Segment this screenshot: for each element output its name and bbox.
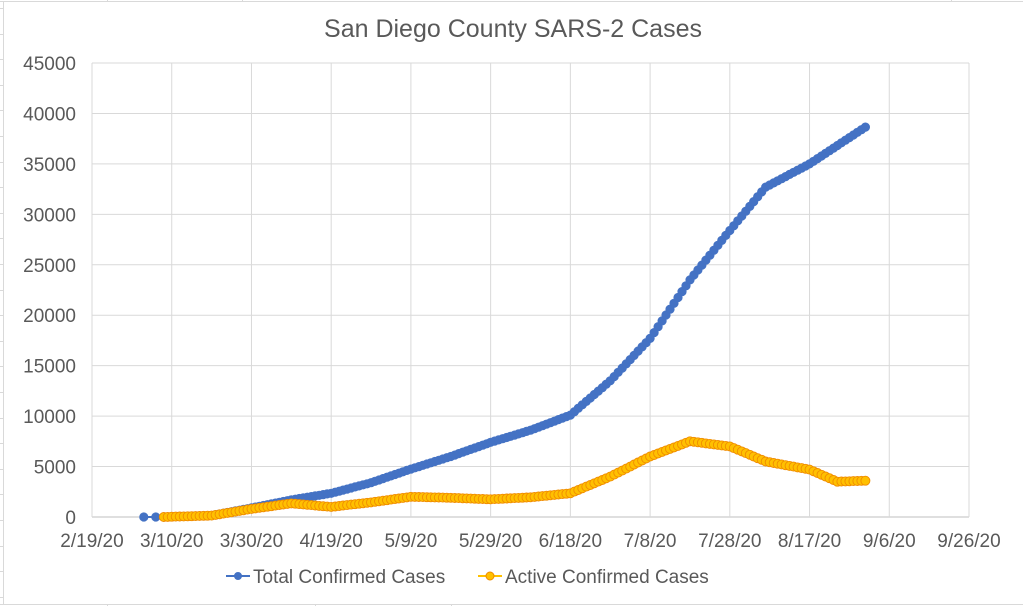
y-tick-label: 25000 (23, 256, 76, 277)
y-axis: 0 5000 10000 15000 20000 25000 30000 35000 40000… (23, 54, 76, 529)
y-tick-label: 30000 (23, 205, 76, 226)
x-tick-label: 3/30/20 (220, 531, 283, 552)
x-tick-label: 3/10/20 (140, 531, 203, 552)
x-tick-label: 5/9/20 (384, 531, 437, 552)
legend: Total Confirmed Cases Active Confirmed C… (226, 567, 709, 588)
y-tick-label: 20000 (23, 306, 76, 327)
x-tick-label: 8/17/20 (778, 531, 841, 552)
legend-item-active[interactable]: Active Confirmed Cases (478, 567, 709, 588)
legend-marker-active (485, 571, 495, 581)
series-active-confirmed-cases (158, 436, 871, 522)
chart-title: San Diego County SARS-2 Cases (324, 15, 702, 43)
data-point (139, 512, 149, 522)
y-tick-label: 15000 (23, 357, 76, 378)
x-tick-label: 2/19/20 (60, 531, 123, 552)
y-tick-label: 0 (65, 508, 76, 529)
y-tick-label: 35000 (23, 155, 76, 176)
x-tick-label: 5/29/20 (459, 531, 522, 552)
legend-label-total: Total Confirmed Cases (253, 567, 445, 588)
x-tick-label: 7/28/20 (698, 531, 761, 552)
data-point (860, 475, 871, 486)
x-tick-label: 9/26/20 (937, 531, 1000, 552)
x-tick-label: 7/8/20 (624, 531, 677, 552)
x-tick-label: 4/19/20 (299, 531, 362, 552)
legend-item-total[interactable]: Total Confirmed Cases (226, 567, 445, 588)
x-axis: 2/19/20 3/10/20 3/30/20 4/19/20 5/9/20 5/29/2… (60, 531, 1000, 552)
legend-label-active: Active Confirmed Cases (505, 567, 709, 588)
y-tick-label: 5000 (34, 458, 76, 479)
y-tick-label: 10000 (23, 407, 76, 428)
gridlines (91, 62, 970, 518)
x-tick-label: 9/6/20 (863, 531, 916, 552)
data-point (860, 122, 871, 132)
y-tick-label: 45000 (23, 54, 76, 75)
y-tick-label: 40000 (23, 104, 76, 125)
x-tick-label: 6/18/20 (539, 531, 602, 552)
legend-marker-total (234, 572, 242, 580)
data-point (151, 512, 161, 522)
